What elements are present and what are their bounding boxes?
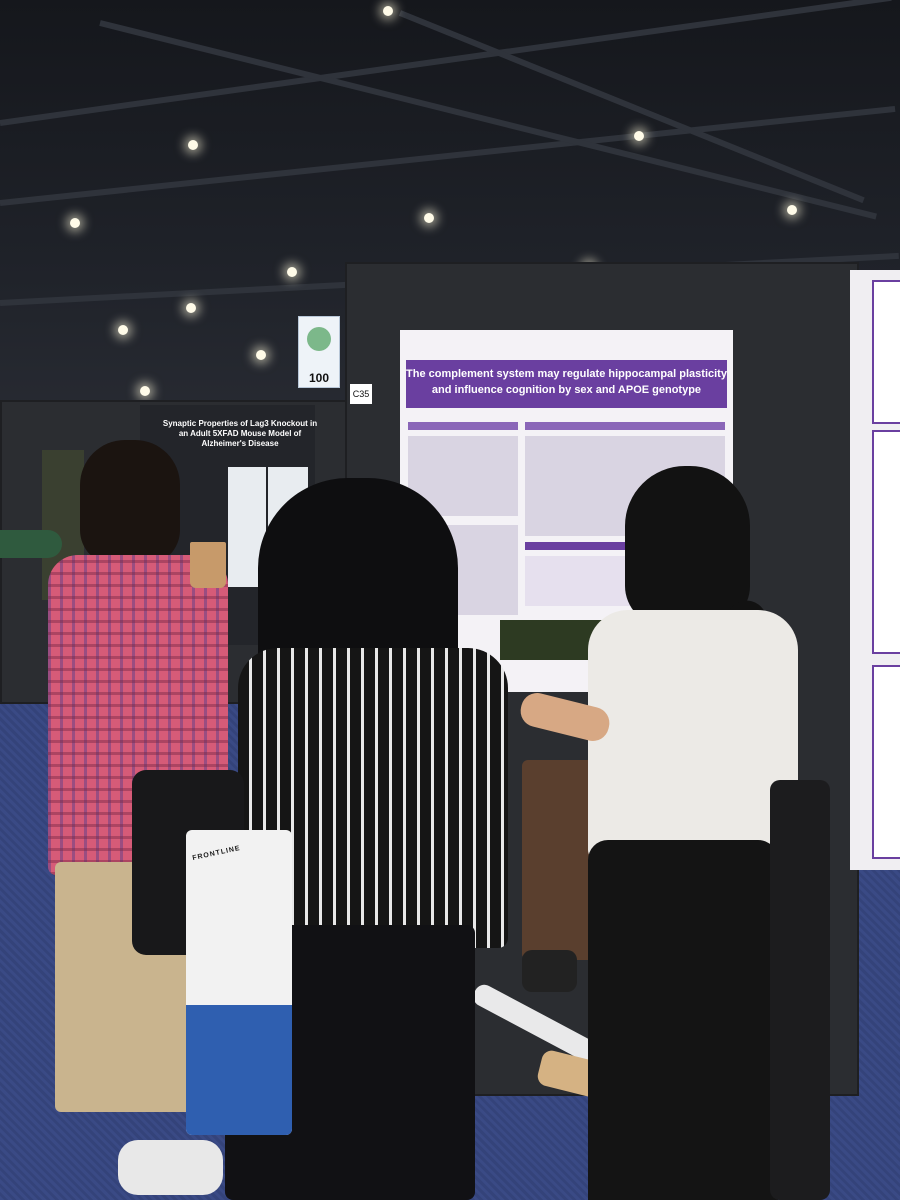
person-shoe bbox=[522, 950, 577, 992]
right-poster-panel bbox=[872, 280, 900, 424]
coffee-cup bbox=[190, 542, 226, 588]
ceiling-light bbox=[188, 140, 198, 150]
board-label: C35 bbox=[350, 384, 372, 404]
booth-number: 100 bbox=[308, 371, 330, 385]
ceiling-light bbox=[424, 213, 434, 223]
person-arm bbox=[0, 530, 62, 558]
booth-logo-icon bbox=[307, 327, 331, 351]
ceiling-beam bbox=[398, 10, 865, 204]
right-poster-panel bbox=[872, 430, 900, 654]
ceiling-light bbox=[140, 386, 150, 396]
right-poster bbox=[850, 270, 900, 870]
ceiling-light bbox=[256, 350, 266, 360]
person-hair bbox=[625, 466, 750, 626]
left-poster-title: Synaptic Properties of Lag3 Knockout in … bbox=[162, 419, 318, 448]
person-hair bbox=[80, 440, 180, 565]
ceiling-light bbox=[287, 267, 297, 277]
tote-bag: FRONTLINE bbox=[186, 830, 292, 1135]
booth-sign: 100 bbox=[298, 316, 340, 388]
tote-bag-stripe bbox=[186, 1005, 292, 1135]
ceiling-light bbox=[634, 131, 644, 141]
presenter-bag bbox=[770, 780, 830, 1200]
ceiling-light bbox=[186, 303, 196, 313]
right-poster-panel bbox=[872, 665, 900, 859]
person-shoe bbox=[118, 1140, 223, 1195]
ceiling-light bbox=[787, 205, 797, 215]
ceiling-light bbox=[70, 218, 80, 228]
poster-section-methods bbox=[525, 422, 725, 430]
ceiling-light bbox=[118, 325, 128, 335]
person-white-shirt bbox=[588, 610, 798, 860]
ceiling-light bbox=[383, 6, 393, 16]
tote-bag-text: FRONTLINE bbox=[191, 844, 242, 863]
poster-section-background bbox=[408, 422, 518, 430]
person-skirt bbox=[588, 840, 778, 1200]
main-poster-title: The complement system may regulate hippo… bbox=[406, 360, 727, 408]
